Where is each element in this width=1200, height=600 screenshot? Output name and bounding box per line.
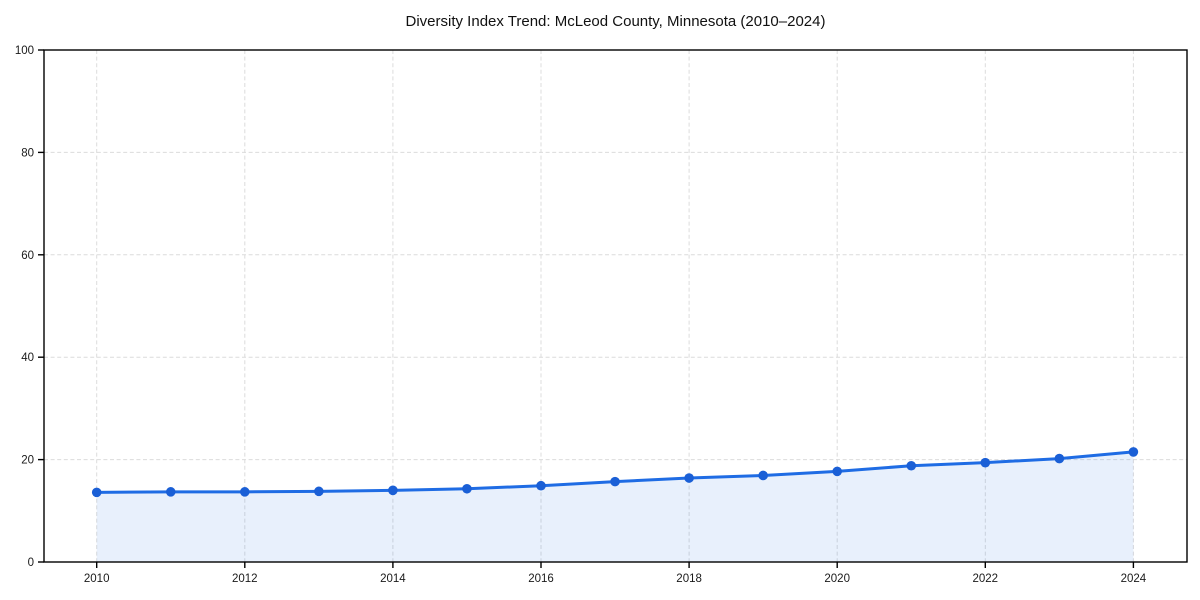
x-tick-label: 2020 xyxy=(824,573,850,585)
x-tick-label: 2010 xyxy=(84,573,110,585)
y-tick-label: 20 xyxy=(21,455,34,467)
y-tick-label: 60 xyxy=(21,250,34,262)
x-tick-label: 2016 xyxy=(528,573,554,585)
x-tick-label: 2012 xyxy=(232,573,258,585)
data-point xyxy=(462,483,472,494)
data-point xyxy=(906,460,917,471)
y-tick-label: 0 xyxy=(28,557,34,569)
axis-spines xyxy=(43,49,1188,563)
x-tick-label: 2024 xyxy=(1121,573,1147,585)
x-tick-label: 2014 xyxy=(380,573,406,585)
data-point xyxy=(388,485,398,496)
area-fill xyxy=(96,451,1134,562)
data-point xyxy=(1054,453,1065,464)
y-tick-label: 40 xyxy=(21,352,34,364)
data-point xyxy=(240,487,250,497)
data-point xyxy=(536,480,546,491)
data-point xyxy=(758,470,768,481)
data-point xyxy=(684,473,694,483)
data-point xyxy=(980,457,991,468)
data-point xyxy=(314,486,324,497)
data-point xyxy=(1128,447,1139,457)
data-point xyxy=(91,487,102,498)
data-point xyxy=(610,476,620,487)
y-tick-label: 100 xyxy=(15,45,34,57)
y-tick-label: 80 xyxy=(21,147,34,159)
data-point xyxy=(832,466,842,477)
data-point xyxy=(165,487,176,497)
x-tick-label: 2022 xyxy=(973,573,999,585)
x-tick-label: 2018 xyxy=(676,573,702,585)
